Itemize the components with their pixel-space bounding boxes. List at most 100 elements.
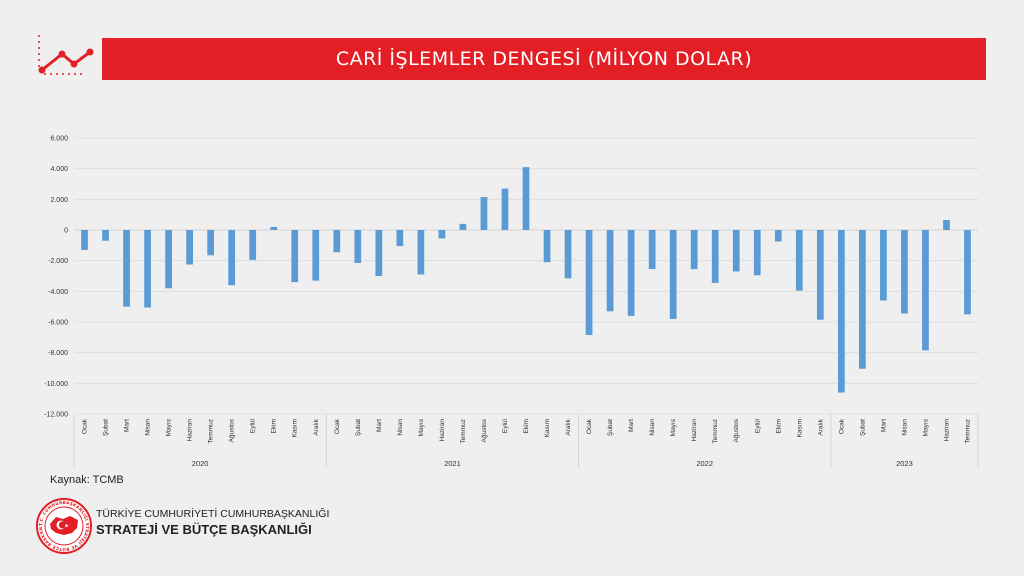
bar (228, 230, 236, 286)
organization-block: T.C. CUMHURBAŞKANLIĞI STRATEJİ VE BÜTÇE … (36, 498, 336, 554)
bar (543, 230, 551, 263)
bar (711, 230, 719, 283)
year-label: 2021 (444, 459, 461, 468)
y-tick-label: -6.000 (48, 320, 68, 327)
y-tick-label: -8.000 (48, 350, 68, 357)
bar (901, 230, 908, 314)
x-category-label: Haziran (187, 419, 194, 442)
x-category-label: Temmuz (208, 419, 215, 444)
bar (732, 230, 740, 272)
bar (333, 230, 341, 253)
chart-title: CARİ İŞLEMLER DENGESİ (MİLYON DOLAR) (102, 38, 986, 80)
x-category-label: Ocak (838, 418, 845, 434)
x-category-label: Nisan (649, 419, 656, 436)
bar (312, 230, 320, 281)
x-category-label: Mayıs (922, 418, 929, 436)
bar (774, 230, 782, 242)
x-category-label: Mart (124, 419, 131, 432)
x-category-label: Mayıs (166, 418, 173, 436)
bar (690, 230, 698, 270)
bar (249, 230, 257, 260)
x-category-label: Şubat (607, 419, 614, 436)
bar (270, 226, 278, 230)
bar (186, 230, 193, 265)
bar (880, 230, 887, 301)
bar-chart: 6.000 4.000 2.000 0 -2.000 -4.000 -6.000 -8.000… (44, 136, 979, 468)
bar (669, 230, 677, 319)
bar (165, 230, 172, 289)
x-category-label: Temmuz (964, 419, 971, 444)
x-category-label: Nisan (145, 419, 152, 436)
x-category-label: Ocak (334, 418, 341, 434)
bar (291, 230, 299, 283)
bar (354, 230, 362, 263)
bar (459, 223, 467, 230)
bar (438, 230, 446, 239)
x-category-label: Ekim (775, 419, 782, 433)
trend-line-icon (38, 35, 94, 75)
bar (943, 220, 950, 230)
bar (522, 167, 530, 230)
y-tick-label: -2.000 (48, 258, 68, 265)
organization-line1: TÜRKİYE CUMHURİYETİ CUMHURBAŞKANLIĞI (96, 508, 330, 520)
year-label: 2020 (192, 459, 209, 468)
bar (102, 230, 109, 241)
x-category-label: Ocak (82, 418, 89, 434)
x-category-label: Ağustos (481, 418, 488, 442)
x-category-label: Nisan (901, 419, 908, 436)
x-category-label: Ekim (523, 419, 530, 433)
source-note: Kaynak: TCMB (50, 474, 124, 486)
bar (375, 230, 383, 276)
x-category-label: Haziran (943, 419, 950, 442)
bar (207, 230, 215, 256)
x-category-label: Kasım (796, 419, 803, 437)
bar (816, 230, 824, 320)
presidency-emblem-icon: T.C. CUMHURBAŞKANLIĞI STRATEJİ VE BÜTÇE … (36, 498, 92, 554)
x-category-label: Kasım (292, 419, 299, 437)
x-category-label: Haziran (691, 419, 698, 442)
x-category-label: Eylül (754, 418, 761, 433)
x-category-label: Haziran (439, 419, 446, 442)
x-category-label: Şubat (355, 419, 362, 436)
x-category-label: Kasım (544, 419, 551, 437)
bar (123, 230, 130, 307)
x-category-label: Temmuz (712, 419, 719, 444)
bar (795, 230, 803, 291)
bar (606, 230, 614, 312)
y-tick-label: 4.000 (50, 166, 68, 173)
y-tick-label: 6.000 (50, 136, 68, 143)
y-tick-label: -12.000 (44, 412, 68, 419)
bar (922, 230, 929, 351)
bar (144, 230, 151, 308)
x-category-label: Aralık (565, 418, 572, 435)
x-category-label: Nisan (397, 419, 404, 436)
bar (585, 230, 593, 336)
x-category-label: Aralık (313, 418, 320, 435)
x-category-label: Eylül (502, 418, 509, 433)
x-category-label: Temmuz (460, 419, 467, 444)
bar (648, 230, 656, 270)
bar (501, 188, 509, 230)
bar (964, 230, 971, 315)
bar (396, 230, 404, 247)
year-label: 2023 (896, 459, 913, 468)
x-category-label: Aralık (817, 418, 824, 435)
bar (837, 230, 845, 393)
year-label: 2022 (696, 459, 713, 468)
bar (417, 230, 425, 275)
y-tick-label: 2.000 (50, 197, 68, 204)
x-category-label: Mart (628, 419, 635, 432)
bar (81, 230, 88, 250)
y-tick-label: -4.000 (48, 289, 68, 296)
bar (859, 230, 866, 369)
bar (753, 230, 761, 276)
y-tick-label: 0 (64, 228, 68, 235)
x-category-label: Ağustos (229, 418, 236, 442)
x-category-label: Ekim (271, 419, 278, 433)
y-tick-label: -10.000 (44, 381, 68, 388)
x-category-label: Mayıs (418, 418, 425, 436)
x-category-label: Şubat (103, 419, 110, 436)
x-category-label: Mart (376, 419, 383, 432)
x-category-label: Ocak (586, 418, 593, 434)
x-category-label: Mayıs (670, 418, 677, 436)
